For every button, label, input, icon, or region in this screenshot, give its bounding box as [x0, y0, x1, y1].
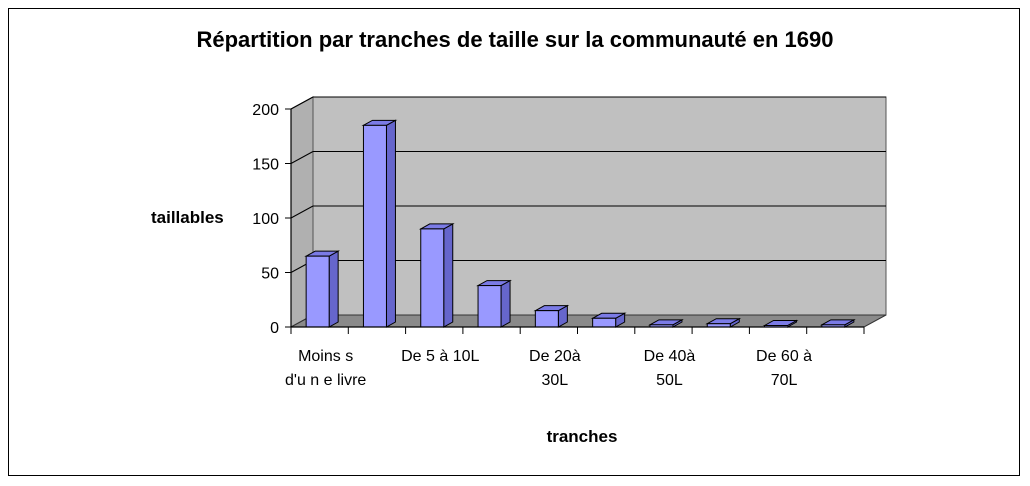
x-tick-label: Moins s d'u n e livre: [285, 348, 366, 389]
bar: [361, 119, 398, 328]
bar-chart: Répartition par tranches de taille sur l…: [151, 27, 887, 446]
bar-face: [534, 310, 559, 328]
bar-face: [305, 255, 330, 328]
bar-side: [328, 250, 339, 328]
gridline-slant: [290, 205, 314, 219]
gridline-slant: [290, 96, 314, 110]
bar: [476, 279, 512, 328]
bar: [648, 318, 684, 328]
bar: [819, 318, 856, 328]
bar: [762, 319, 799, 328]
x-tick-label: De 40à 50L: [644, 348, 696, 389]
bar-side: [443, 223, 454, 328]
x-tick-label: De 20à 30L: [529, 348, 581, 389]
bar-face: [592, 317, 617, 328]
y-tick-label: 50: [261, 266, 279, 283]
bar: [418, 223, 455, 328]
x-tick-label: De 60 à 70L: [756, 348, 812, 389]
gridline-slant: [290, 151, 314, 164]
bar-side: [385, 119, 396, 328]
bar: [705, 317, 742, 328]
chart-title: Répartition par tranches de taille sur l…: [197, 27, 834, 52]
bar-side: [500, 279, 511, 328]
y-tick-label: 150: [252, 157, 279, 174]
y-tick-label: 0: [270, 320, 279, 337]
bar: [533, 304, 570, 328]
chart-frame: Répartition par tranches de taille sur l…: [8, 8, 1020, 476]
bar: [590, 312, 627, 328]
bar-face: [477, 285, 502, 328]
bar: [304, 250, 341, 328]
y-axis-label: taillables: [151, 208, 224, 227]
y-tick-label: 100: [252, 211, 279, 228]
y-tick-label: 200: [252, 102, 279, 119]
x-tick-label: De 5 à 10L: [401, 348, 479, 365]
bar-face: [362, 124, 387, 328]
bar-face: [420, 228, 445, 328]
x-axis-label: tranches: [547, 427, 618, 446]
